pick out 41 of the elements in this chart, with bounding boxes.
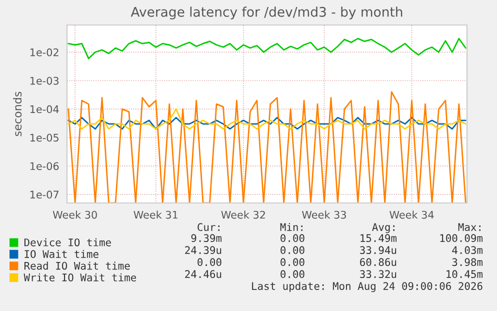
y-tick-label: 1e-06 — [30, 162, 59, 170]
x-tick-label: Week 34 — [390, 210, 434, 219]
y-tick-label: 1e-05 — [30, 134, 58, 142]
text: Min: — [280, 222, 302, 231]
x-tick-label: Week 32 — [221, 210, 265, 219]
legend-label: Read IO Wait time — [24, 262, 130, 270]
text: 0.00 — [280, 270, 304, 278]
text: 0.00 — [198, 258, 222, 266]
legend-label: Write IO Wait time — [24, 273, 136, 282]
text: 0.00 — [280, 258, 304, 266]
text: 15.49m — [360, 234, 397, 242]
text: 0.00 — [280, 246, 304, 254]
text: Last update: Mon Aug 24 09:00:06 2026 — [252, 282, 482, 292]
x-tick-label: Week 30 — [52, 210, 97, 219]
line-series — [68, 108, 466, 130]
text: Max: — [458, 223, 480, 232]
text: 24.46u — [185, 270, 222, 278]
text: 0.00 — [280, 234, 304, 242]
text: 100.09m — [440, 234, 483, 242]
text: 24.39u — [185, 246, 222, 254]
text: 4.03m — [452, 246, 483, 254]
text: 10.45m — [446, 270, 483, 278]
text: Cur: — [198, 223, 220, 232]
legend-label: IO Wait time — [24, 250, 98, 258]
x-tick-label: Week 33 — [302, 210, 346, 219]
x-tick-label: Week 31 — [134, 210, 178, 219]
y-tick-label: 1e-03 — [30, 76, 59, 85]
text: 33.94u — [360, 246, 396, 254]
y-tick-label: 1e-07 — [30, 190, 58, 199]
text: 9.39m — [191, 234, 222, 242]
legend-label: Device IO time — [24, 238, 111, 246]
y-tick-label: 1e-02 — [30, 48, 58, 56]
y-tick-label: 1e-04 — [30, 105, 59, 114]
chart-title: Average latency for /dev/md3 - by month — [130, 6, 402, 20]
line-series — [68, 116, 466, 130]
y-axis-title: seconds — [13, 92, 22, 136]
text: 33.32u — [360, 270, 396, 278]
line-series — [68, 38, 466, 60]
text: 3.98m — [452, 258, 483, 266]
text: 60.86u — [360, 258, 396, 266]
text: Avg: — [372, 223, 394, 234]
